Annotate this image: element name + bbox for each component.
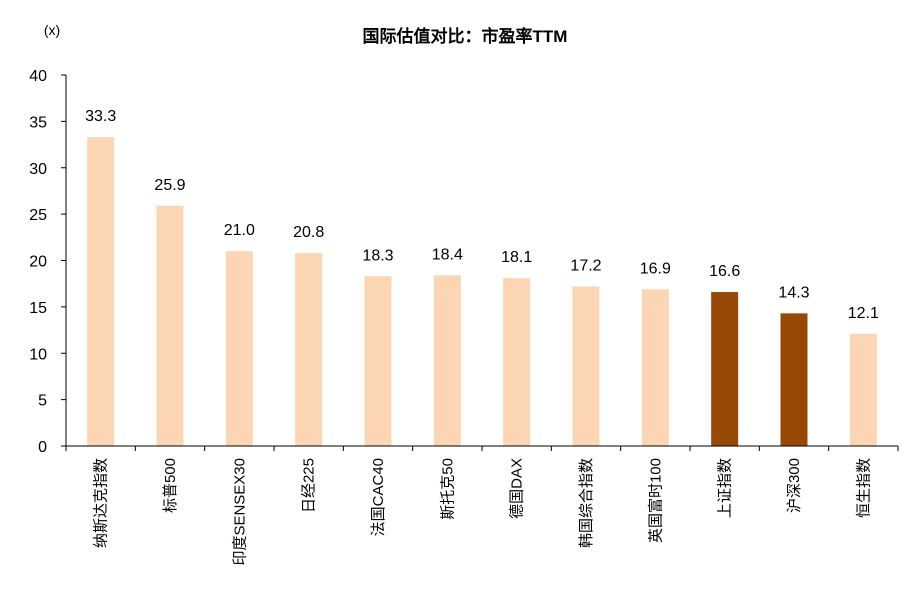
x-tick-label: 印度SENSEX30 (231, 458, 248, 566)
data-label: 18.3 (362, 247, 393, 264)
bar (364, 276, 392, 446)
y-tick-label: 20 (29, 254, 47, 271)
x-tick-label: 日经225 (301, 458, 318, 513)
y-unit-label: (x) (44, 22, 60, 38)
data-label: 21.0 (224, 222, 255, 239)
bar (641, 289, 669, 446)
data-label: 33.3 (85, 108, 116, 125)
bar (780, 313, 808, 446)
bar (572, 286, 600, 446)
x-tick-label: 标普500 (162, 458, 179, 513)
y-axis: 0 5 10 15 20 25 30 35 40 (29, 68, 67, 456)
y-tick-label: 10 (29, 346, 47, 363)
x-tick-label: 韩国综合指数 (578, 458, 595, 548)
y-tick-label: 30 (29, 161, 47, 178)
bar (849, 333, 877, 446)
x-tick-label: 纳斯达克指数 (93, 458, 110, 548)
bar (156, 205, 184, 446)
x-tick-label: 沪深300 (786, 458, 803, 513)
bar (225, 251, 253, 446)
bar (711, 292, 739, 446)
x-tick-label: 法国CAC40 (370, 458, 387, 536)
data-label: 16.6 (709, 263, 740, 280)
data-label: 12.1 (848, 305, 879, 322)
x-tick-label: 恒生指数 (855, 458, 872, 518)
data-label: 14.3 (778, 284, 809, 301)
data-label: 17.2 (570, 257, 601, 274)
y-tick-label: 5 (38, 393, 47, 410)
data-label: 16.9 (640, 260, 671, 277)
data-label: 18.4 (432, 246, 463, 263)
bar (87, 137, 115, 446)
x-tick-label: 英国富时100 (646, 458, 664, 543)
y-tick-label: 35 (29, 114, 47, 131)
data-label: 20.8 (293, 224, 324, 241)
y-tick-label: 40 (29, 68, 47, 85)
bars (87, 137, 877, 446)
x-tick-label: 上证指数 (717, 458, 734, 518)
data-labels: 33.3 25.9 21.0 20.8 18.3 18.4 18.1 17.2 16.9 16.6… (85, 108, 879, 322)
x-axis: 纳斯达克指数 标普500 印度SENSEX30 日经225 法国CAC40 斯托克50 德国… (65, 445, 899, 566)
y-tick-label: 0 (38, 439, 47, 456)
bar (503, 278, 531, 446)
chart-title: 国际估值对比：市盈率TTM (363, 26, 568, 46)
y-tick-label: 15 (29, 300, 47, 317)
data-label: 25.9 (154, 177, 185, 194)
data-label: 18.1 (501, 249, 532, 266)
bar (295, 253, 323, 446)
x-tick-label: 斯托克50 (439, 458, 456, 520)
y-tick-label: 25 (29, 207, 47, 224)
bar (433, 275, 461, 446)
x-tick-label: 德国DAX (508, 458, 526, 519)
